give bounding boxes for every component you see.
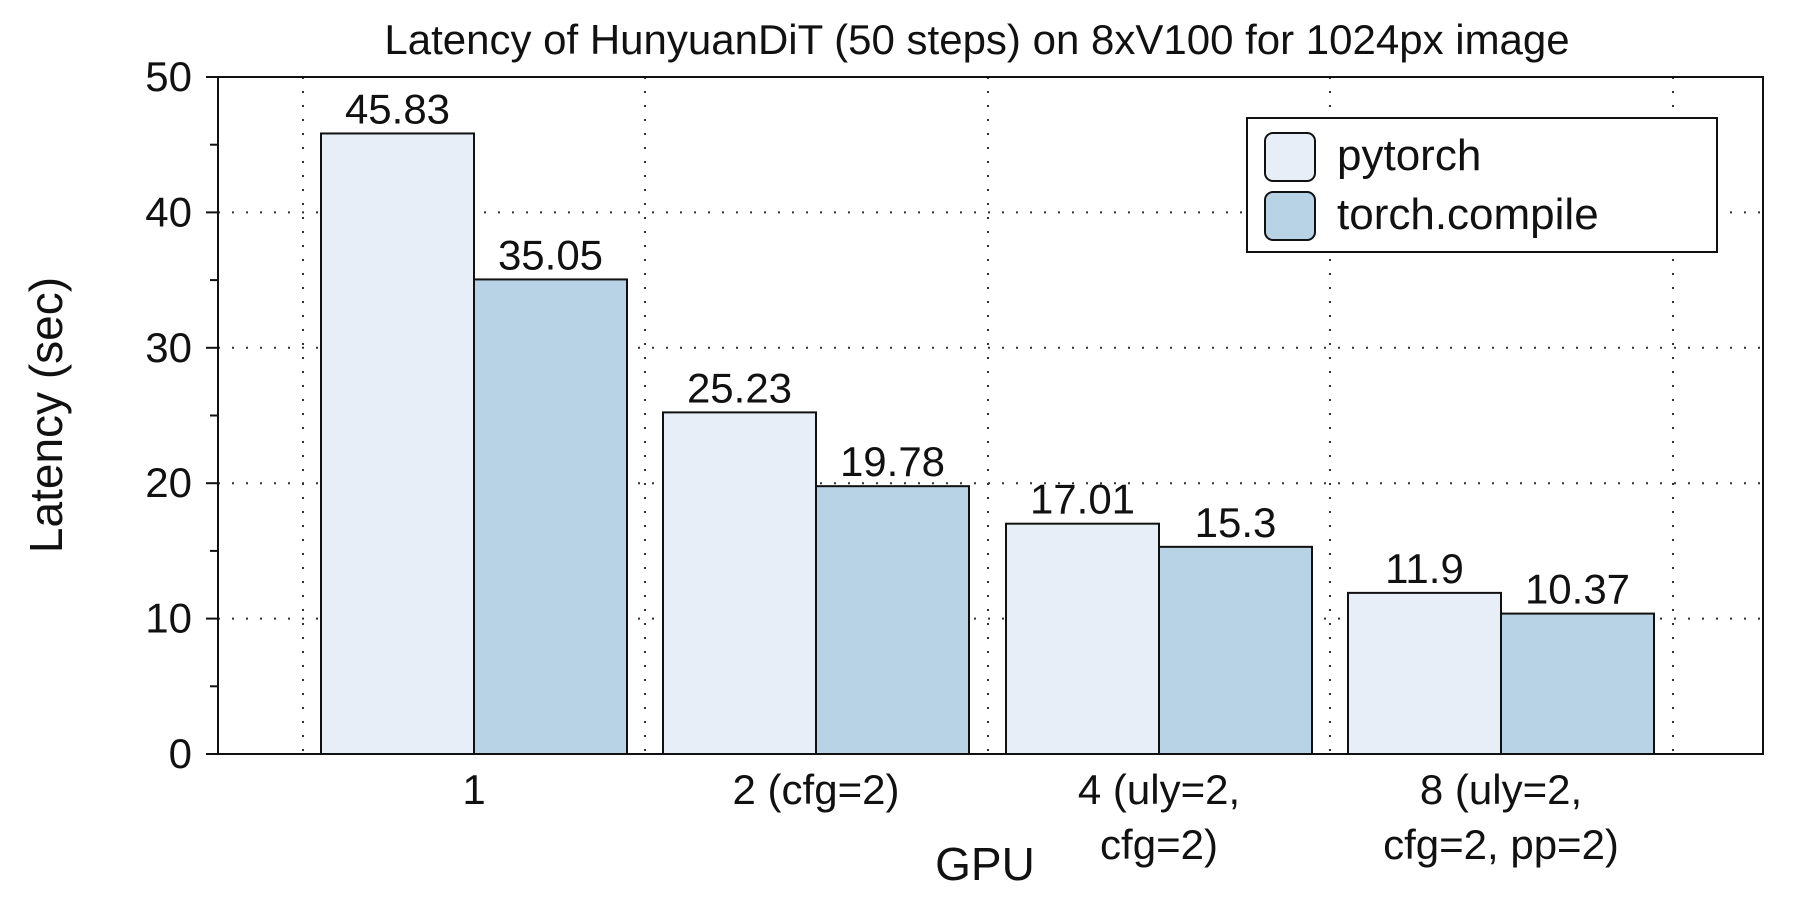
data-label: 35.05 xyxy=(498,231,603,278)
y-tick-label: 10 xyxy=(145,595,192,642)
x-category-label: 4 (uly=2, xyxy=(1078,766,1240,813)
legend-swatch xyxy=(1264,191,1316,241)
y-tick-label: 0 xyxy=(169,730,192,777)
x-category-label: cfg=2, pp=2) xyxy=(1383,821,1619,868)
data-label: 45.83 xyxy=(345,85,450,132)
legend-swatch xyxy=(1264,132,1316,182)
y-axis-label: Latency (sec) xyxy=(20,277,72,553)
data-label: 15.3 xyxy=(1195,499,1277,546)
legend-box xyxy=(1246,117,1718,253)
x-category-label: 1 xyxy=(462,766,485,813)
labels: 0 10 20 30 40 50 45.83 35.05 1 25.23 19.78 2 (cfg=2… xyxy=(145,53,1630,868)
data-label: 17.01 xyxy=(1030,476,1135,523)
x-category-label: 2 (cfg=2) xyxy=(733,766,900,813)
chart-title: Latency of HunyuanDiT (50 steps) on 8xV1… xyxy=(384,16,1569,63)
data-label: 11.9 xyxy=(1385,545,1464,592)
bar-torch-compile xyxy=(1158,545,1313,756)
axes xyxy=(206,76,1764,755)
legend: pytorch torch.compile xyxy=(1246,117,1718,253)
bars xyxy=(320,132,1655,756)
bar-pytorch xyxy=(1347,591,1502,756)
x-category-label: 8 (uly=2, xyxy=(1420,766,1582,813)
y-tick-label: 40 xyxy=(145,188,192,235)
x-category-label: cfg=2) xyxy=(1100,821,1218,868)
bar-pytorch xyxy=(1005,522,1160,755)
data-label: 25.23 xyxy=(687,364,792,411)
bar-torch-compile xyxy=(1500,612,1655,756)
legend-entry-label: pytorch xyxy=(1337,131,1481,180)
bar-torch-compile xyxy=(815,485,970,755)
y-tick-label: 50 xyxy=(145,53,192,100)
legend-entry-label: torch.compile xyxy=(1337,190,1599,239)
y-tick-label: 30 xyxy=(145,324,192,371)
bar-pytorch xyxy=(662,411,817,755)
data-label: 19.78 xyxy=(840,438,945,485)
y-tick-label: 20 xyxy=(145,459,192,506)
plot-frame xyxy=(217,76,1764,755)
bar-pytorch xyxy=(320,132,475,756)
bar-torch-compile xyxy=(473,278,628,755)
data-label: 10.37 xyxy=(1525,566,1630,613)
x-axis-label: GPU xyxy=(935,838,1035,890)
